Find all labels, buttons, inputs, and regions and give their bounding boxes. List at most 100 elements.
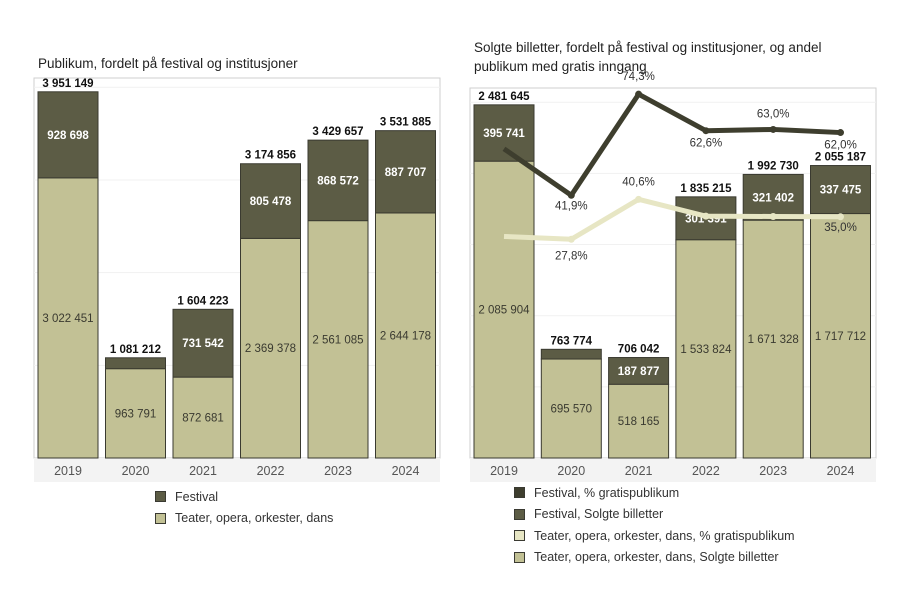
left-bar-teater <box>37 177 99 459</box>
point-festival-pct <box>567 191 575 199</box>
right-label-total: 1 992 730 <box>748 160 799 172</box>
left-label-teater: 3 022 451 <box>42 313 93 325</box>
legend-item-festival-pct: Festival, % gratispublikum <box>514 482 795 504</box>
right-bar-festival <box>540 348 602 360</box>
right-label-total: 1 835 215 <box>680 183 732 195</box>
right-label-total: 763 774 <box>551 335 593 347</box>
left-bar-festival <box>172 308 234 378</box>
left-label-total: 1 604 223 <box>177 295 228 307</box>
legend-swatch-teater-pct <box>514 530 525 542</box>
left-label-festival: 731 542 <box>182 338 224 350</box>
legend-item-teater-pct: Teater, opera, orkester, dans, % gratisp… <box>514 525 795 547</box>
left-plot-frame <box>33 77 441 459</box>
left-xtick: 2023 <box>324 464 352 478</box>
left-bar-festival <box>240 163 301 239</box>
right-bar-teater <box>675 239 737 459</box>
point-teater-pct <box>567 235 575 243</box>
label-festival-pct: 63,0% <box>757 108 790 120</box>
right-xtick: 2023 <box>759 464 787 478</box>
right-label-festival: 187 877 <box>618 366 660 378</box>
left-bar-festival <box>105 357 166 370</box>
left-label-total: 3 429 657 <box>312 126 363 138</box>
left-label-festival: 928 698 <box>47 130 89 142</box>
left-label-festival: 887 707 <box>385 167 427 179</box>
legend-label-festival: Festival <box>175 489 219 504</box>
left-xtick: 2024 <box>392 464 420 478</box>
right-bar-teater <box>742 219 804 459</box>
right-label-teater: 695 570 <box>551 404 593 416</box>
point-teater-pct <box>769 212 777 220</box>
point-festival-pct <box>837 129 844 137</box>
left-xaxis-band <box>34 458 440 482</box>
right-label-teater: 1 717 712 <box>815 331 866 343</box>
right-bar-festival <box>742 173 804 221</box>
legend-item-teater-sold: Teater, opera, orkester, dans, Solgte bi… <box>514 547 795 569</box>
right-label-total: 2 481 645 <box>478 91 530 103</box>
legend-label-teater: Teater, opera, orkester, dans <box>175 511 334 526</box>
right-bar-teater <box>473 160 535 459</box>
legend-label-teater-pct: Teater, opera, orkester, dans, % gratisp… <box>534 528 795 543</box>
left-label-festival: 868 572 <box>317 175 359 187</box>
right-label-festival: 337 475 <box>820 185 862 197</box>
label-festival-pct: 62,6% <box>690 138 723 150</box>
right-label-teater: 2 085 904 <box>478 305 530 317</box>
point-festival-pct <box>702 127 710 135</box>
left-label-teater: 2 561 085 <box>312 334 363 346</box>
left-bar-teater <box>307 220 369 459</box>
legend-item-festival: Festival <box>155 486 333 508</box>
line-teater-pct <box>503 196 841 242</box>
left-xtick: 2019 <box>54 464 82 478</box>
legend-item-festival-sold: Festival, Solgte billetter <box>514 504 795 526</box>
left-label-teater: 872 681 <box>182 413 224 425</box>
legend-label-festival-sold: Festival, Solgte billetter <box>534 507 664 522</box>
label-festival-pct: 74,3% <box>622 71 655 83</box>
right-chart-legend: Festival, % gratispublikum Festival, Sol… <box>514 482 795 568</box>
label-teater-pct: 27,8% <box>555 250 588 262</box>
left-bar-teater <box>375 212 436 459</box>
left-label-teater: 2 644 178 <box>380 330 431 342</box>
left-label-total: 3 951 149 <box>42 78 93 90</box>
right-xtick: 2020 <box>557 464 585 478</box>
left-label-total: 3 531 885 <box>380 117 432 129</box>
right-label-teater: 1 671 328 <box>748 334 799 346</box>
right-label-festival: 321 402 <box>752 192 794 204</box>
point-teater-pct <box>635 195 643 203</box>
left-chart-legend: Festival Teater, opera, orkester, dans <box>155 486 333 529</box>
point-festival-pct <box>635 90 643 98</box>
left-bar-teater <box>105 368 166 459</box>
legend-swatch-festival-sold <box>514 508 525 520</box>
right-bar-teater <box>540 358 602 459</box>
right-bar-festival <box>608 357 670 385</box>
point-teater-pct <box>837 213 844 221</box>
left-xtick: 2020 <box>122 464 150 478</box>
left-label-teater: 2 369 378 <box>245 343 296 355</box>
label-teater-pct: 40,6% <box>622 176 655 188</box>
legend-swatch-teater <box>155 512 166 524</box>
right-label-total: 2 055 187 <box>815 152 866 164</box>
left-label-total: 1 081 212 <box>110 344 161 356</box>
label-festival-pct: 41,9% <box>555 200 588 212</box>
line-festival-pct <box>502 91 841 198</box>
right-bar-teater <box>810 213 871 459</box>
left-xtick: 2022 <box>257 464 285 478</box>
legend-swatch-festival <box>155 491 166 503</box>
legend-item-teater: Teater, opera, orkester, dans <box>155 508 333 530</box>
point-festival-pct <box>769 125 777 133</box>
left-bar-festival <box>307 139 369 222</box>
left-xtick: 2021 <box>189 464 217 478</box>
right-label-total: 706 042 <box>618 344 660 356</box>
legend-label-teater-sold: Teater, opera, orkester, dans, Solgte bi… <box>534 550 779 565</box>
right-xtick: 2024 <box>827 464 855 478</box>
left-bar-festival <box>37 91 99 179</box>
label-teater-pct: 35,0% <box>824 222 857 234</box>
right-plot-frame <box>469 87 877 459</box>
left-chart-title: Publikum, fordelt på festival og institu… <box>38 56 298 71</box>
right-bar-festival <box>810 165 871 215</box>
left-bar-teater <box>172 376 234 459</box>
right-label-festival: 395 741 <box>483 128 525 140</box>
right-xaxis-band <box>470 458 876 482</box>
left-bar-festival <box>375 130 436 214</box>
right-bar-teater <box>608 383 670 459</box>
legend-swatch-teater-sold <box>514 551 525 563</box>
